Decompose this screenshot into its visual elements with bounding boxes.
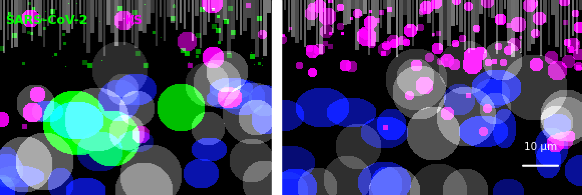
- Text: KS: KS: [125, 14, 144, 27]
- Text: SARS-CoV-2: SARS-CoV-2: [5, 14, 88, 27]
- Text: 10 μm: 10 μm: [524, 142, 557, 152]
